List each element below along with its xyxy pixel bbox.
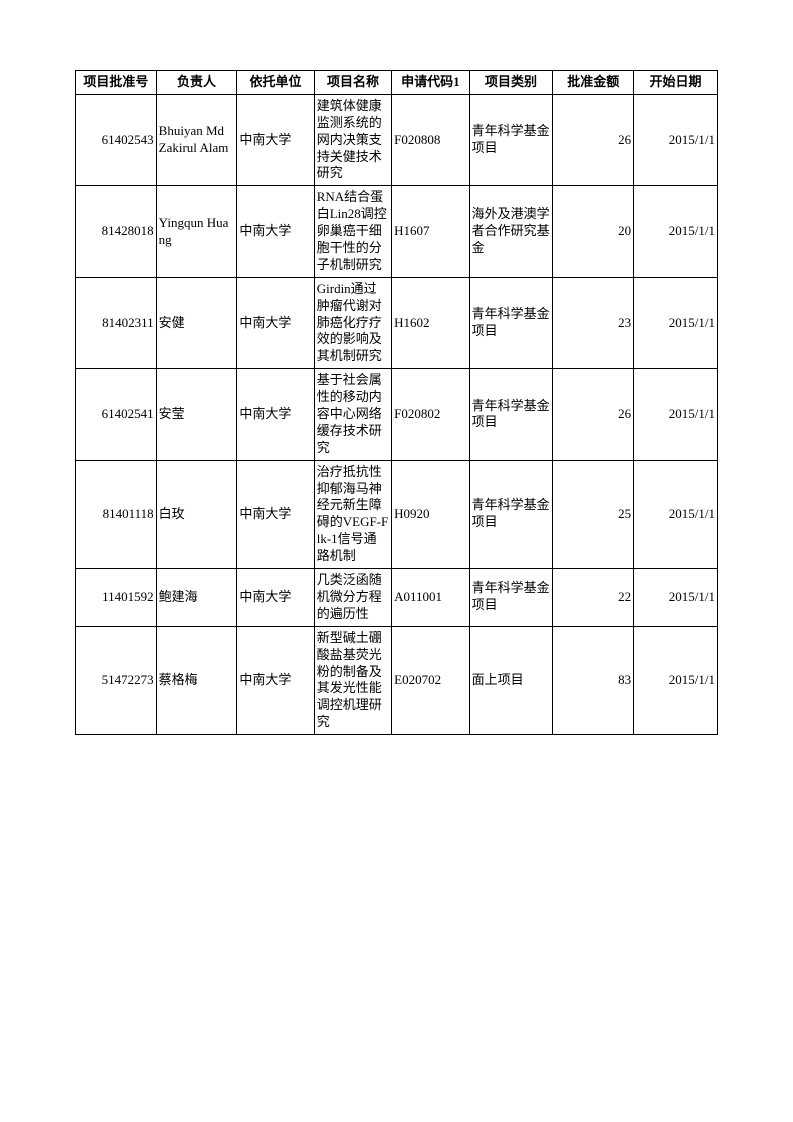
table-cell: 治疗抵抗性抑郁海马神经元新生障碍的VEGF-Flk-1信号通路机制 bbox=[314, 460, 391, 568]
table-cell: 26 bbox=[553, 369, 634, 460]
table-cell: 2015/1/1 bbox=[634, 626, 718, 734]
header-person: 负责人 bbox=[156, 71, 237, 95]
table-cell: 2015/1/1 bbox=[634, 186, 718, 277]
header-code: 申请代码1 bbox=[392, 71, 469, 95]
table-cell: RNA结合蛋白Lin28调控卵巢癌干细胞干性的分子机制研究 bbox=[314, 186, 391, 277]
table-cell: 青年科学基金项目 bbox=[469, 460, 553, 568]
table-cell: 青年科学基金项目 bbox=[469, 569, 553, 627]
table-cell: 2015/1/1 bbox=[634, 460, 718, 568]
header-row: 项目批准号 负责人 依托单位 项目名称 申请代码1 项目类别 批准金额 开始日期 bbox=[76, 71, 718, 95]
table-cell: 81401118 bbox=[76, 460, 157, 568]
table-cell: 青年科学基金项目 bbox=[469, 94, 553, 185]
table-cell: 青年科学基金项目 bbox=[469, 369, 553, 460]
table-body: 61402543Bhuiyan Md Zakirul Alam中南大学建筑体健康… bbox=[76, 94, 718, 734]
table-cell: 白玫 bbox=[156, 460, 237, 568]
table-row: 61402541安莹中南大学基于社会属性的移动内容中心网络缓存技术研究F0208… bbox=[76, 369, 718, 460]
table-cell: 2015/1/1 bbox=[634, 569, 718, 627]
table-cell: 面上项目 bbox=[469, 626, 553, 734]
table-cell: 蔡格梅 bbox=[156, 626, 237, 734]
table-cell: Bhuiyan Md Zakirul Alam bbox=[156, 94, 237, 185]
table-cell: 中南大学 bbox=[237, 460, 314, 568]
table-cell: E020702 bbox=[392, 626, 469, 734]
table-cell: 鲍建海 bbox=[156, 569, 237, 627]
table-row: 11401592鲍建海中南大学几类泛函随机微分方程的遍历性A011001青年科学… bbox=[76, 569, 718, 627]
table-cell: 海外及港澳学者合作研究基金 bbox=[469, 186, 553, 277]
table-cell: A011001 bbox=[392, 569, 469, 627]
table-cell: 22 bbox=[553, 569, 634, 627]
table-cell: F020802 bbox=[392, 369, 469, 460]
table-cell: 中南大学 bbox=[237, 277, 314, 368]
table-row: 61402543Bhuiyan Md Zakirul Alam中南大学建筑体健康… bbox=[76, 94, 718, 185]
table-cell: H1607 bbox=[392, 186, 469, 277]
table-cell: 81402311 bbox=[76, 277, 157, 368]
table-cell: H0920 bbox=[392, 460, 469, 568]
table-cell: 基于社会属性的移动内容中心网络缓存技术研究 bbox=[314, 369, 391, 460]
table-cell: 安莹 bbox=[156, 369, 237, 460]
table-cell: 2015/1/1 bbox=[634, 277, 718, 368]
table-cell: 建筑体健康监测系统的网内决策支持关健技术研究 bbox=[314, 94, 391, 185]
table-cell: 青年科学基金项目 bbox=[469, 277, 553, 368]
header-project-id: 项目批准号 bbox=[76, 71, 157, 95]
table-cell: 中南大学 bbox=[237, 369, 314, 460]
header-date: 开始日期 bbox=[634, 71, 718, 95]
table-cell: 11401592 bbox=[76, 569, 157, 627]
table-cell: 新型碱土硼酸盐基荧光粉的制备及其发光性能调控机理研究 bbox=[314, 626, 391, 734]
table-cell: Yingqun Huang bbox=[156, 186, 237, 277]
header-project-name: 项目名称 bbox=[314, 71, 391, 95]
table-cell: 中南大学 bbox=[237, 626, 314, 734]
table-cell: H1602 bbox=[392, 277, 469, 368]
table-cell: 26 bbox=[553, 94, 634, 185]
table-cell: 83 bbox=[553, 626, 634, 734]
header-amount: 批准金额 bbox=[553, 71, 634, 95]
table-cell: F020808 bbox=[392, 94, 469, 185]
table-cell: 2015/1/1 bbox=[634, 94, 718, 185]
table-cell: 2015/1/1 bbox=[634, 369, 718, 460]
table-cell: 25 bbox=[553, 460, 634, 568]
table-row: 81402311安健中南大学Girdin通过肿瘤代谢对肺癌化疗疗效的影响及其机制… bbox=[76, 277, 718, 368]
table-cell: 20 bbox=[553, 186, 634, 277]
table-row: 51472273蔡格梅中南大学新型碱土硼酸盐基荧光粉的制备及其发光性能调控机理研… bbox=[76, 626, 718, 734]
table-row: 81428018Yingqun Huang中南大学RNA结合蛋白Lin28调控卵… bbox=[76, 186, 718, 277]
table-cell: 61402541 bbox=[76, 369, 157, 460]
table-cell: 51472273 bbox=[76, 626, 157, 734]
table-cell: 中南大学 bbox=[237, 186, 314, 277]
table-cell: 81428018 bbox=[76, 186, 157, 277]
projects-table: 项目批准号 负责人 依托单位 项目名称 申请代码1 项目类别 批准金额 开始日期… bbox=[75, 70, 718, 735]
table-cell: 中南大学 bbox=[237, 569, 314, 627]
header-unit: 依托单位 bbox=[237, 71, 314, 95]
table-cell: 23 bbox=[553, 277, 634, 368]
table-cell: 几类泛函随机微分方程的遍历性 bbox=[314, 569, 391, 627]
header-type: 项目类别 bbox=[469, 71, 553, 95]
table-row: 81401118白玫中南大学治疗抵抗性抑郁海马神经元新生障碍的VEGF-Flk-… bbox=[76, 460, 718, 568]
table-cell: 安健 bbox=[156, 277, 237, 368]
table-cell: 61402543 bbox=[76, 94, 157, 185]
table-cell: Girdin通过肿瘤代谢对肺癌化疗疗效的影响及其机制研究 bbox=[314, 277, 391, 368]
table-cell: 中南大学 bbox=[237, 94, 314, 185]
